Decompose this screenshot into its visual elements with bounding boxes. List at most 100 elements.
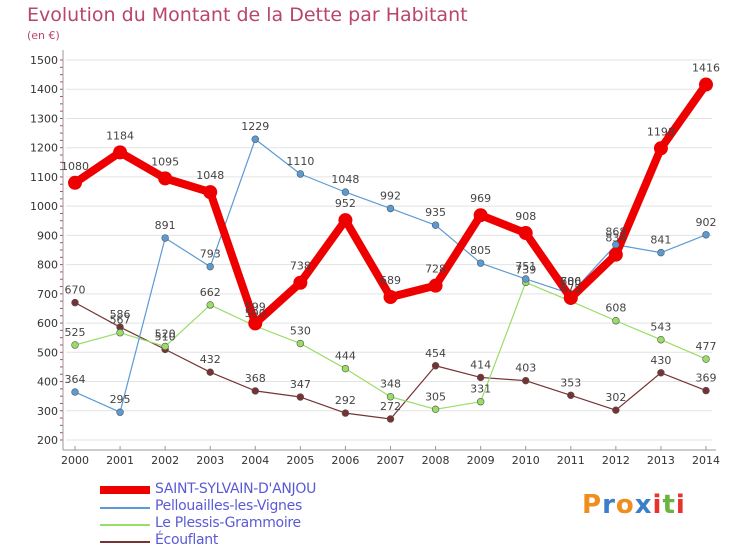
data-point bbox=[431, 405, 440, 414]
data-point bbox=[476, 373, 485, 382]
data-point bbox=[296, 170, 305, 178]
y-tick-label: 300 bbox=[37, 405, 58, 418]
data-label: 331 bbox=[470, 383, 491, 396]
data-point bbox=[341, 409, 350, 417]
logo-letter: x bbox=[634, 490, 653, 520]
data-point bbox=[68, 175, 82, 190]
y-tick-label: 1100 bbox=[30, 171, 58, 184]
x-axis-ticks: 2000 2001 2002 2003 2004 2005 2006 2007 2008 2009… bbox=[61, 454, 720, 467]
data-label: 992 bbox=[380, 189, 401, 202]
x-tick-label: 2013 bbox=[647, 454, 675, 467]
data-label: 369 bbox=[696, 372, 717, 385]
logo-letter: r bbox=[602, 490, 616, 520]
legend-swatch bbox=[100, 524, 150, 526]
data-label: 414 bbox=[470, 358, 491, 371]
data-label: 952 bbox=[335, 197, 356, 210]
data-label: 302 bbox=[605, 391, 626, 404]
data-label: 1184 bbox=[106, 129, 134, 142]
data-label: 675 bbox=[560, 282, 581, 295]
data-point bbox=[608, 247, 623, 262]
legend-swatch bbox=[100, 486, 150, 494]
data-point bbox=[251, 387, 259, 395]
data-point bbox=[386, 393, 395, 401]
data-label: 1110 bbox=[286, 155, 314, 168]
x-tick-label: 2001 bbox=[106, 454, 134, 467]
y-axis-ticks: 200 300 400 500 600 700 800 900 1000 1100 1200 1300… bbox=[30, 54, 58, 447]
data-label: 510 bbox=[155, 330, 176, 343]
data-point bbox=[476, 259, 485, 267]
x-tick-label: 2009 bbox=[467, 454, 495, 467]
logo-letter: o bbox=[615, 490, 635, 520]
data-point bbox=[206, 262, 214, 271]
data-label: 347 bbox=[290, 378, 311, 391]
data-labels: 670 586 510 432 368 347 292 272 454 414 403 353 302 4… bbox=[61, 62, 720, 413]
data-point bbox=[383, 290, 398, 305]
x-tick-label: 2003 bbox=[196, 454, 224, 467]
x-tick-label: 2010 bbox=[512, 454, 540, 467]
data-label: 530 bbox=[290, 325, 311, 338]
data-point bbox=[657, 369, 665, 377]
data-label: 1048 bbox=[331, 173, 359, 186]
data-label: 292 bbox=[335, 394, 356, 407]
data-label: 739 bbox=[515, 263, 536, 276]
y-tick-label: 700 bbox=[37, 288, 58, 301]
data-label: 935 bbox=[425, 206, 446, 219]
data-point bbox=[522, 275, 530, 283]
data-label: 728 bbox=[425, 263, 446, 276]
data-label: 891 bbox=[155, 219, 176, 232]
data-point bbox=[158, 171, 173, 186]
data-point bbox=[702, 355, 710, 363]
data-label: 686 bbox=[560, 275, 581, 288]
data-label: 805 bbox=[470, 244, 491, 257]
data-label: 1229 bbox=[241, 120, 269, 133]
data-label: 670 bbox=[65, 284, 86, 297]
data-label: 543 bbox=[650, 321, 671, 334]
data-label: 348 bbox=[380, 378, 401, 391]
data-label: 700 bbox=[560, 275, 581, 288]
chart-subtitle: (en €) bbox=[27, 29, 60, 42]
logo-letter: t bbox=[662, 490, 676, 520]
data-label: 662 bbox=[200, 286, 221, 299]
series-line bbox=[72, 82, 710, 328]
data-label: 841 bbox=[650, 234, 671, 247]
data-label: 305 bbox=[425, 390, 446, 403]
data-point bbox=[431, 362, 440, 370]
logo-letter: i bbox=[675, 490, 686, 520]
x-tick-label: 2008 bbox=[422, 454, 450, 467]
data-label: 590 bbox=[245, 307, 266, 320]
x-tick-label: 2006 bbox=[331, 454, 359, 467]
data-point bbox=[293, 275, 308, 290]
data-point bbox=[612, 406, 620, 414]
data-label: 1095 bbox=[151, 155, 179, 168]
legend-label: Pellouailles-les-Vignes bbox=[155, 498, 302, 514]
data-label: 430 bbox=[650, 354, 671, 367]
data-label: 403 bbox=[515, 362, 536, 375]
legend-label: Écouflant bbox=[155, 532, 219, 548]
y-tick-label: 1200 bbox=[30, 142, 58, 155]
data-point bbox=[428, 278, 443, 293]
y-tick-label: 1000 bbox=[30, 200, 58, 213]
data-point bbox=[161, 342, 169, 351]
data-label: 599 bbox=[245, 300, 266, 313]
data-point bbox=[518, 226, 533, 241]
data-label: 1416 bbox=[692, 62, 720, 75]
data-point bbox=[71, 341, 79, 349]
data-label: 834 bbox=[605, 232, 626, 245]
data-label: 738 bbox=[290, 260, 311, 273]
data-label: 432 bbox=[200, 353, 221, 366]
data-point bbox=[522, 376, 530, 385]
data-label: 368 bbox=[245, 372, 266, 385]
x-tick-label: 2011 bbox=[557, 454, 585, 467]
data-label: 902 bbox=[696, 216, 717, 229]
logo-letter: i bbox=[652, 490, 663, 520]
data-label: 353 bbox=[560, 376, 581, 389]
legend-swatch bbox=[100, 507, 150, 509]
legend-swatch bbox=[100, 541, 150, 543]
data-label: 1198 bbox=[647, 125, 675, 138]
logo-letter: P bbox=[582, 490, 603, 520]
data-point bbox=[116, 329, 124, 337]
y-tick-label: 900 bbox=[37, 229, 58, 242]
y-tick-label: 600 bbox=[37, 317, 58, 330]
data-point bbox=[71, 298, 79, 307]
